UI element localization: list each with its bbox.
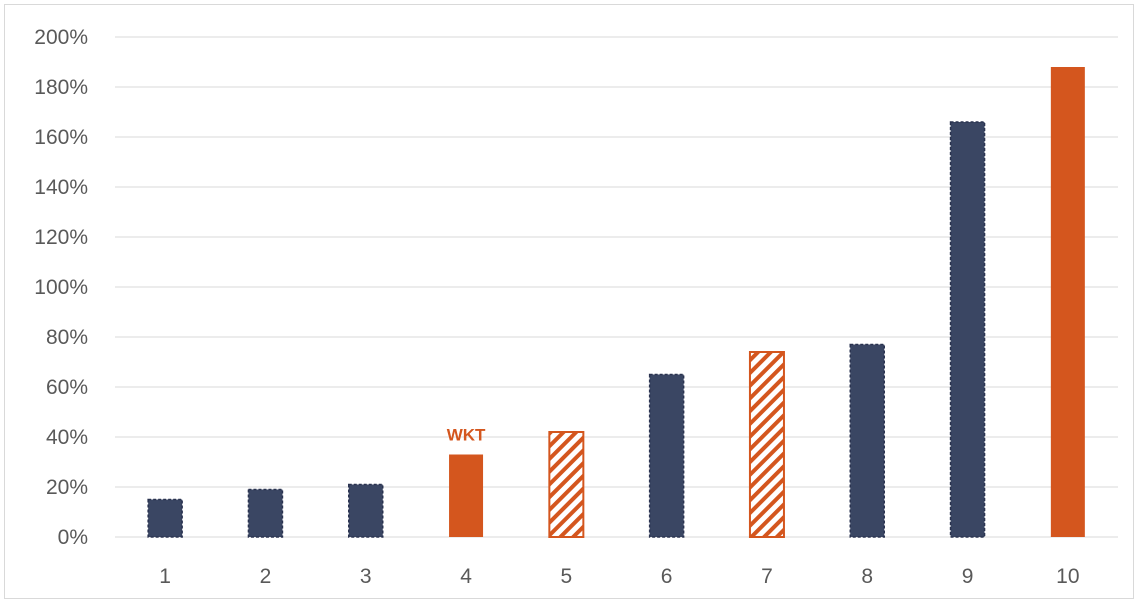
bar-2 xyxy=(247,488,284,538)
y-tick-label: 180% xyxy=(34,76,88,99)
x-tick-label: 1 xyxy=(159,565,171,588)
y-tick-label: 200% xyxy=(34,26,88,49)
y-tick-label: 160% xyxy=(34,126,88,149)
y-axis-ticks: 0% 20% 40% 60% 80% 100% 120% 140% 160% 180% 200% xyxy=(34,26,88,549)
x-tick-label: 7 xyxy=(761,565,773,588)
x-tick-label: 10 xyxy=(1056,565,1079,588)
bars xyxy=(147,67,1085,538)
bar-3 xyxy=(348,483,384,538)
y-tick-label: 0% xyxy=(58,526,88,549)
x-tick-label: 9 xyxy=(962,565,974,588)
bar-6 xyxy=(648,373,685,538)
y-tick-label: 100% xyxy=(34,276,88,299)
x-axis-ticks: 1 2 3 4 5 6 7 8 9 10 xyxy=(159,565,1079,588)
bar-5 xyxy=(548,431,585,538)
x-tick-label: 2 xyxy=(260,565,272,588)
y-tick-label: 60% xyxy=(46,376,88,399)
bar-10 xyxy=(1050,67,1085,537)
x-tick-label: 5 xyxy=(561,565,573,588)
x-tick-label: 4 xyxy=(460,565,472,588)
y-tick-label: 40% xyxy=(46,426,88,449)
annotation-label: WKT xyxy=(447,426,486,445)
y-tick-label: 120% xyxy=(34,226,88,249)
bar-4 xyxy=(449,454,484,537)
bar-1 xyxy=(147,498,183,538)
y-tick-label: 80% xyxy=(46,326,88,349)
bar-7 xyxy=(748,351,785,538)
bar-9 xyxy=(949,121,986,538)
y-tick-label: 20% xyxy=(46,476,88,499)
x-tick-label: 8 xyxy=(861,565,873,588)
x-tick-label: 6 xyxy=(661,565,673,588)
y-tick-label: 140% xyxy=(34,176,88,199)
x-tick-label: 3 xyxy=(360,565,372,588)
bar-8 xyxy=(849,343,885,538)
annotations: WKT xyxy=(447,426,486,445)
